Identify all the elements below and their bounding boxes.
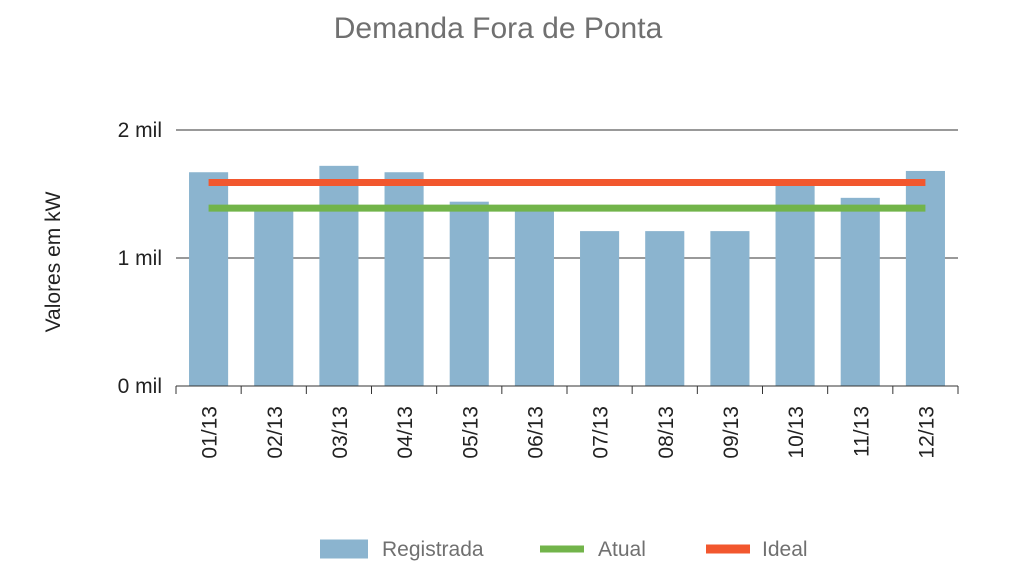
x-tick-label: 07/13 [590, 406, 613, 459]
bar [840, 197, 880, 386]
x-tick-label: 11/13 [850, 406, 873, 457]
x-tick-label: 12/13 [915, 406, 938, 459]
legend-swatch [540, 545, 584, 553]
bar [580, 231, 620, 386]
bar [645, 231, 685, 386]
y-tick-label: 0 mil [118, 375, 162, 398]
bars [189, 165, 945, 386]
bar [710, 231, 750, 386]
x-tick-label: 02/13 [264, 406, 287, 459]
x-tick-label: 08/13 [655, 406, 678, 459]
y-tick-label: 1 mil [118, 247, 162, 270]
gridlines [176, 129, 958, 259]
x-tick-label: 03/13 [329, 406, 352, 459]
bar [384, 172, 424, 386]
chart-title: Demanda Fora de Ponta [334, 12, 663, 45]
y-axis-label: Valores em kW [42, 191, 65, 332]
bar [514, 208, 554, 386]
x-axis [175, 385, 959, 394]
legend-label: Ideal [762, 538, 808, 561]
x-tick-label: 06/13 [524, 406, 547, 459]
legend-swatch [706, 544, 750, 554]
legend-swatch [320, 539, 368, 559]
y-tick-label: 2 mil [118, 119, 162, 142]
y-axis-ticks: 0 mil 1 mil 2 mil [118, 119, 162, 398]
legend: Registrada Atual Ideal [320, 538, 808, 561]
bar [775, 183, 815, 386]
legend-label: Registrada [382, 538, 484, 561]
bar [254, 208, 294, 386]
x-axis-ticks: 01/13 02/13 03/13 04/13 05/13 06/13 07/13 08/13… [199, 406, 939, 459]
bar [319, 165, 359, 386]
x-tick-label: 04/13 [394, 406, 417, 459]
legend-label: Atual [598, 538, 646, 561]
bar [905, 170, 945, 386]
x-tick-label: 05/13 [459, 406, 482, 459]
series-lines [208, 178, 926, 212]
x-tick-label: 09/13 [720, 406, 743, 459]
bar [189, 172, 229, 386]
x-tick-label: 10/13 [785, 406, 808, 459]
bar [449, 201, 489, 386]
x-tick-label: 01/13 [199, 406, 222, 459]
